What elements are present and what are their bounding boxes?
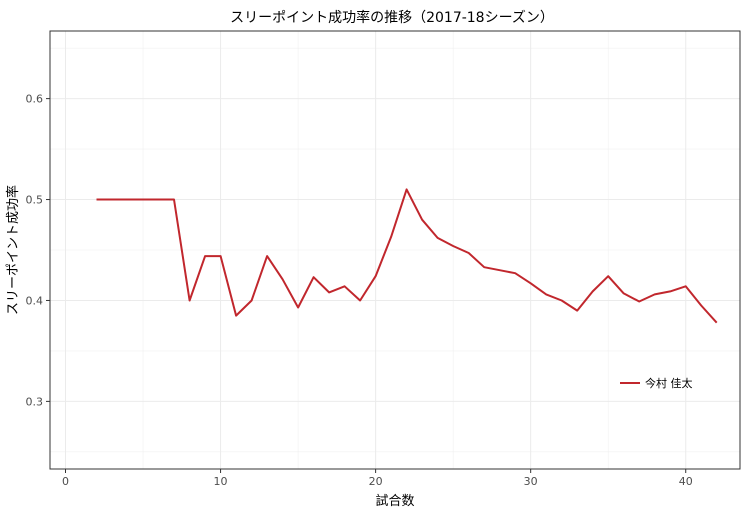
y-tick-label: 0.4	[26, 294, 44, 307]
legend: 今村 佳太	[620, 376, 693, 390]
legend-label: 今村 佳太	[645, 376, 693, 390]
chart-title: スリーポイント成功率の推移（2017-18シーズン）	[230, 9, 554, 26]
x-tick-label: 10	[214, 475, 228, 488]
grid	[50, 31, 740, 469]
plot-border	[49, 30, 741, 470]
y-tick-label: 0.3	[26, 395, 44, 408]
y-tick-label: 0.5	[26, 194, 44, 207]
x-axis-title: 試合数	[375, 493, 414, 509]
series-layer	[96, 188, 718, 324]
axes: 0 10 20 30 40 0.3 0.4 0.5 0.6	[26, 93, 693, 488]
y-axis-title: スリーポイント成功率	[5, 185, 21, 315]
y-tick-label: 0.6	[26, 93, 44, 106]
series-line	[96, 188, 718, 324]
x-tick-label: 30	[524, 475, 538, 488]
x-tick-label: 20	[369, 475, 383, 488]
x-tick-label: 40	[679, 475, 693, 488]
x-tick-label: 0	[62, 475, 69, 488]
